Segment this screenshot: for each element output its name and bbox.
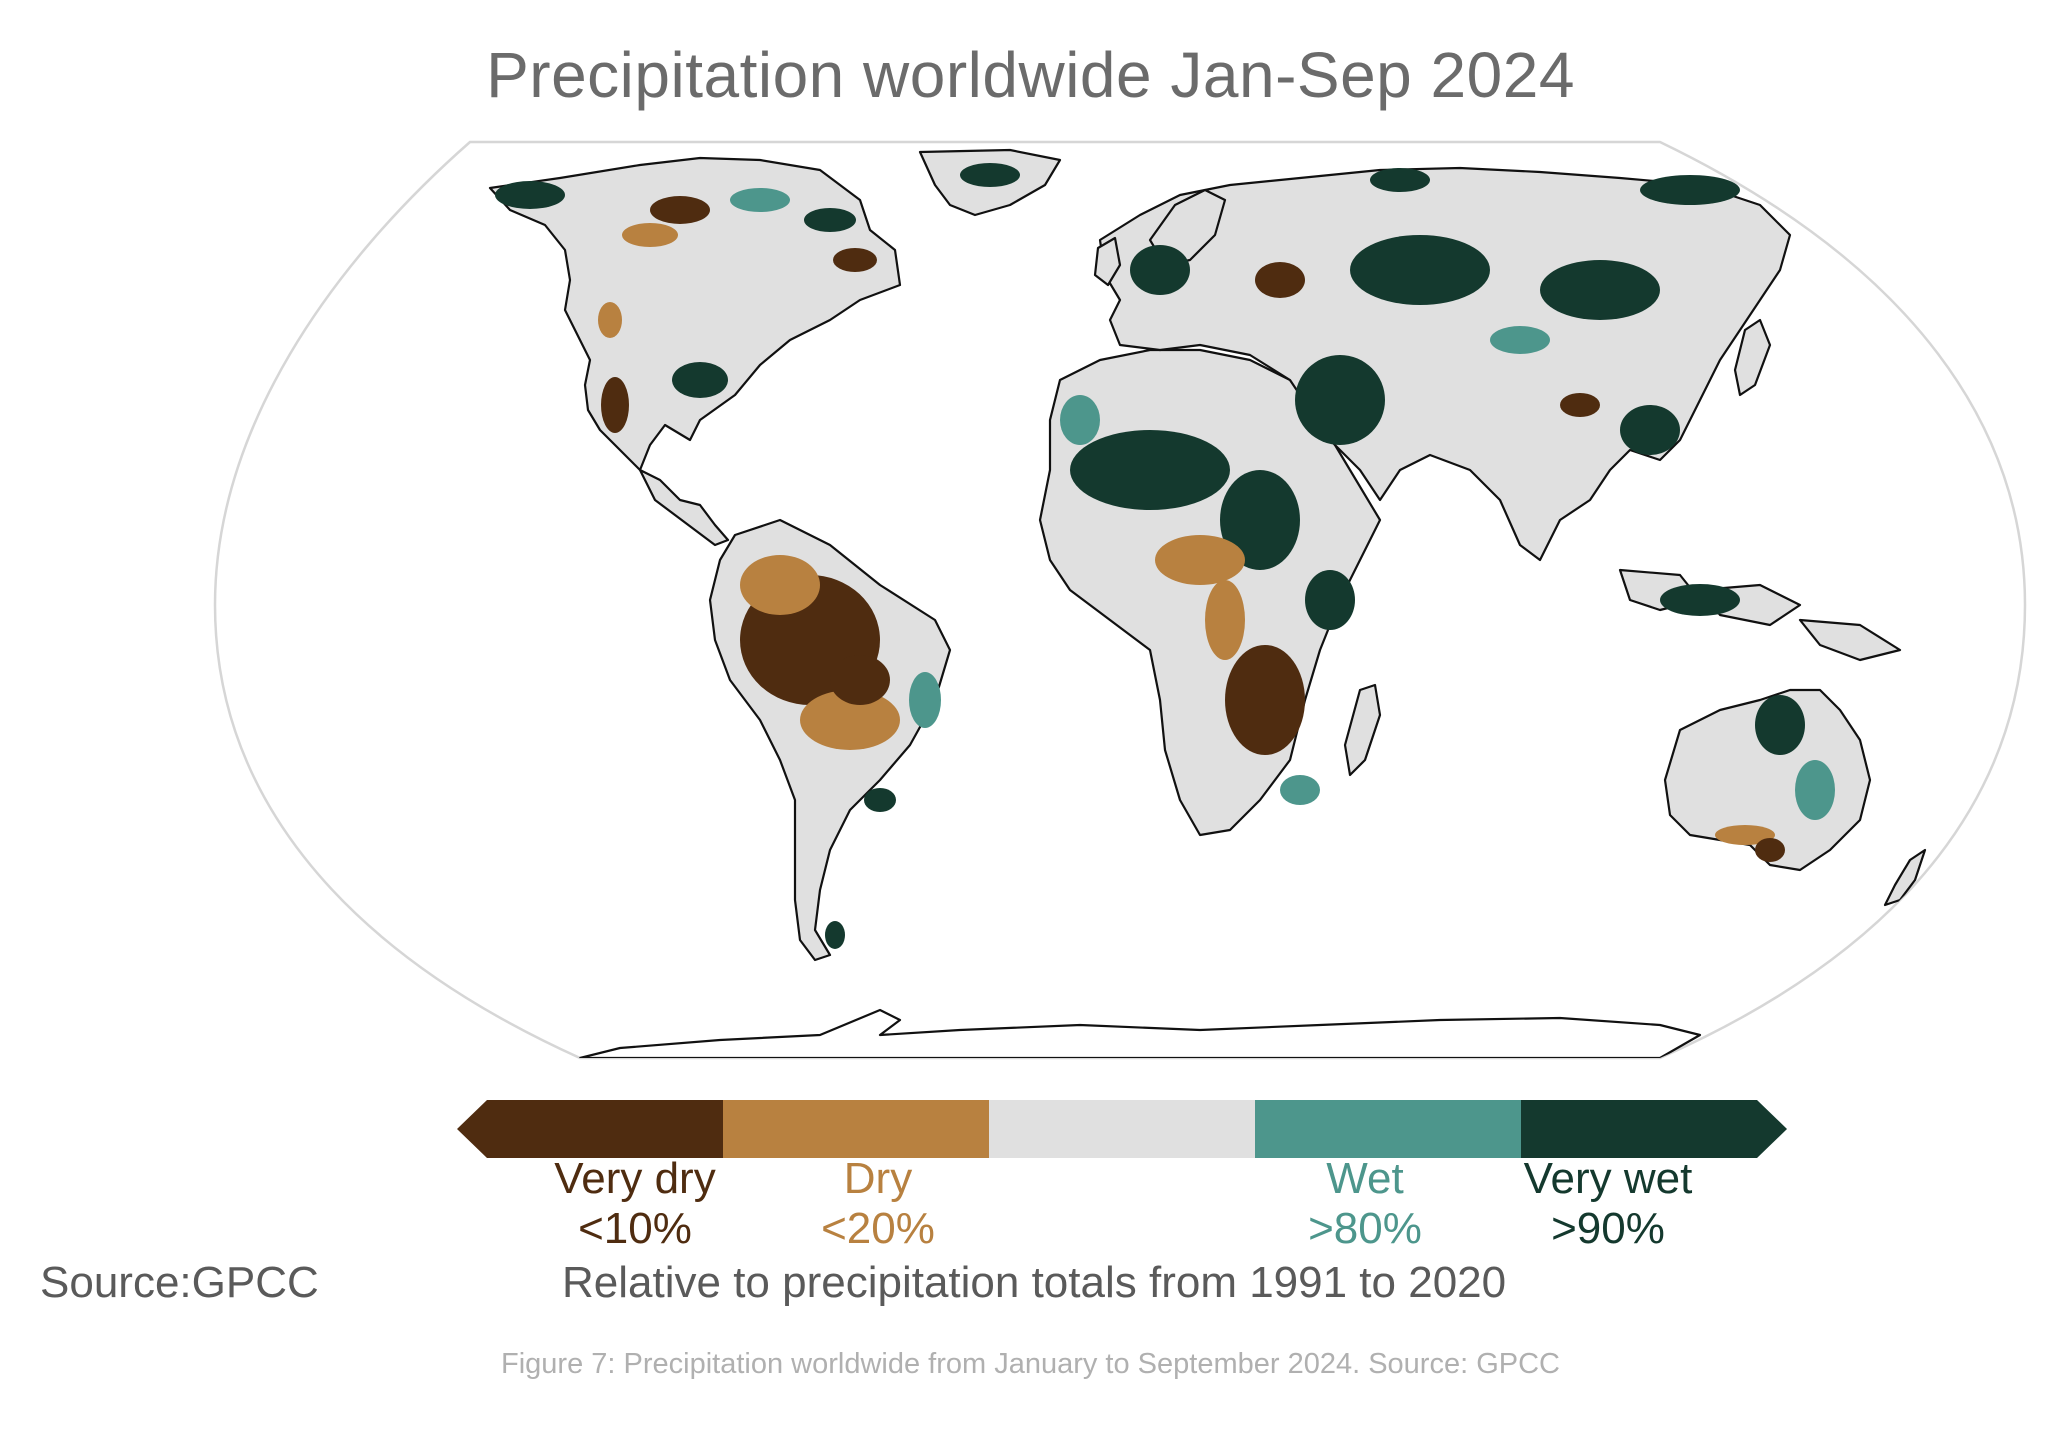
colorbar-segment bbox=[723, 1100, 989, 1158]
australia bbox=[1663, 688, 1872, 872]
patch-very-wet bbox=[864, 788, 896, 812]
patch-very-wet bbox=[1370, 168, 1430, 192]
patch-wet bbox=[730, 188, 790, 212]
colorbar-segment bbox=[1255, 1100, 1521, 1158]
new-zealand bbox=[1883, 848, 1927, 907]
patch-dry bbox=[622, 223, 678, 247]
colorbar-segment bbox=[1521, 1100, 1787, 1158]
colorbar bbox=[457, 1100, 1787, 1158]
patch-very-dry bbox=[650, 196, 710, 224]
patch-very-dry bbox=[1755, 838, 1785, 862]
patch-dry bbox=[740, 555, 820, 615]
legend-range-wet: >80% bbox=[1308, 1204, 1422, 1253]
legend-range-dry: <20% bbox=[821, 1204, 935, 1253]
antarctica bbox=[578, 1008, 1702, 1058]
patch-very-wet bbox=[1070, 430, 1230, 510]
patch-very-wet bbox=[1295, 355, 1385, 445]
patch-very-wet bbox=[1660, 584, 1740, 616]
legend-label-wet: Wet >80% bbox=[1245, 1154, 1485, 1254]
patch-very-dry bbox=[1255, 262, 1305, 298]
source-label: Source:GPCC bbox=[40, 1258, 319, 1307]
patch-dry bbox=[1715, 825, 1775, 845]
patch-wet bbox=[1060, 395, 1100, 445]
patch-dry bbox=[800, 690, 900, 750]
great-britain bbox=[1093, 236, 1122, 287]
central-america bbox=[638, 468, 730, 547]
patch-very-wet bbox=[1350, 235, 1490, 305]
japan bbox=[1733, 318, 1772, 397]
patch-dry bbox=[598, 302, 622, 338]
patch-very-wet bbox=[672, 362, 728, 398]
patch-very-wet bbox=[1305, 570, 1355, 630]
legend-name-wet: Wet bbox=[1326, 1154, 1404, 1203]
patch-very-wet bbox=[960, 163, 1020, 187]
precipitation-patches bbox=[495, 163, 1835, 949]
patch-very-dry bbox=[601, 377, 629, 433]
patch-wet bbox=[1795, 760, 1835, 820]
patch-wet bbox=[909, 672, 941, 728]
map-title: Precipitation worldwide Jan-Sep 2024 bbox=[486, 39, 1575, 111]
patch-very-wet bbox=[1620, 405, 1680, 455]
patch-very-wet bbox=[1220, 470, 1300, 570]
legend-name-dry: Dry bbox=[843, 1154, 913, 1203]
patch-very-wet bbox=[1540, 260, 1660, 320]
legend-name-very-dry: Very dry bbox=[554, 1154, 716, 1203]
legend-name-very-wet: Very wet bbox=[1523, 1154, 1693, 1203]
patch-very-wet bbox=[1130, 245, 1190, 295]
patch-very-wet bbox=[825, 921, 845, 949]
patch-very-dry bbox=[833, 248, 877, 272]
patch-very-dry bbox=[830, 655, 890, 705]
colorbar-segment bbox=[457, 1100, 723, 1158]
north-america bbox=[488, 156, 902, 472]
patch-very-wet bbox=[1755, 695, 1805, 755]
patch-wet bbox=[1280, 775, 1320, 805]
colorbar-segment bbox=[989, 1100, 1255, 1158]
legend-range-very-wet: >90% bbox=[1551, 1204, 1665, 1253]
patch-wet bbox=[1490, 326, 1550, 354]
patch-very-wet bbox=[804, 208, 856, 232]
legend-label-very-wet: Very wet >90% bbox=[1488, 1154, 1728, 1254]
reference-period: Relative to precipitation totals from 19… bbox=[562, 1258, 1507, 1307]
madagascar bbox=[1343, 683, 1382, 777]
patch-very-wet bbox=[1640, 175, 1740, 205]
patch-dry bbox=[1155, 535, 1245, 585]
legend-range-very-dry: <10% bbox=[578, 1204, 692, 1253]
figure-caption: Figure 7: Precipitation worldwide from J… bbox=[501, 1348, 1560, 1380]
legend-label-very-dry: Very dry <10% bbox=[515, 1154, 755, 1254]
legend-label-dry: Dry <20% bbox=[758, 1154, 998, 1254]
patch-very-wet bbox=[495, 181, 565, 209]
patch-very-dry bbox=[1560, 393, 1600, 417]
patch-very-dry bbox=[1225, 645, 1305, 755]
patch-dry bbox=[1205, 580, 1245, 660]
